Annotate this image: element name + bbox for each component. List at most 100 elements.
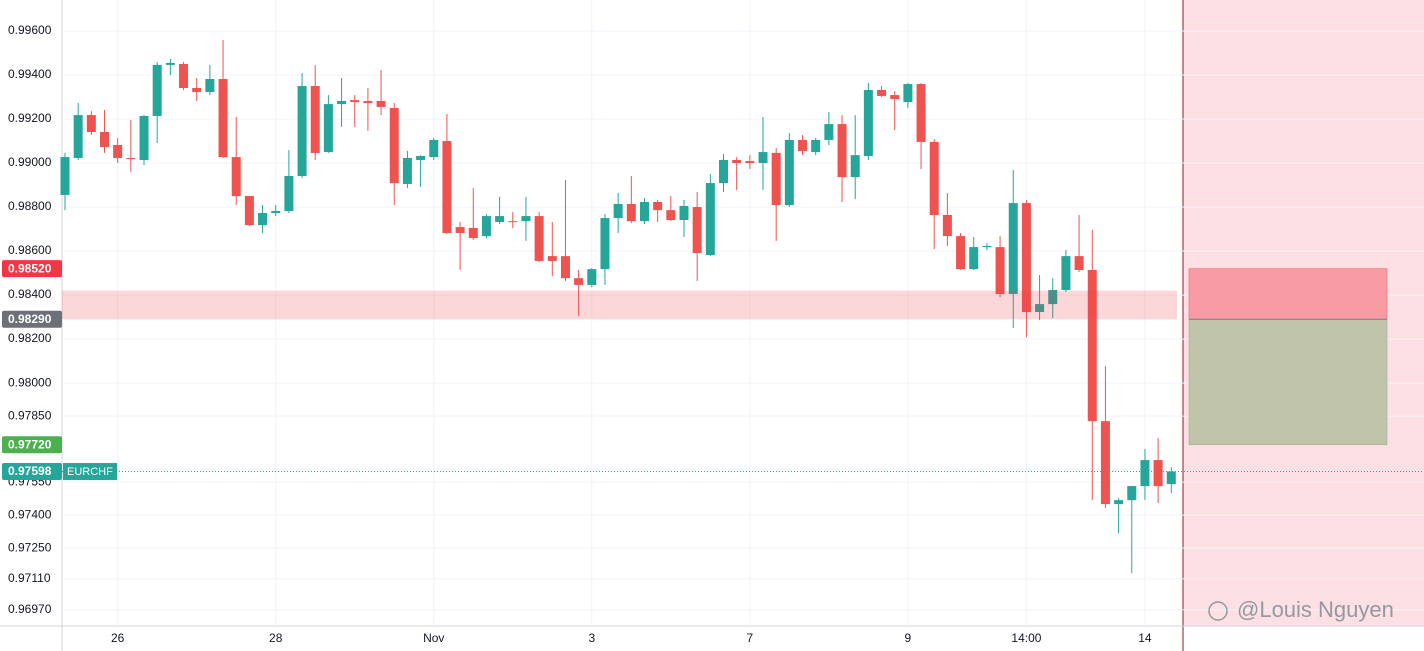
candle-body — [692, 207, 702, 254]
candle-body — [929, 141, 939, 215]
candle-body — [890, 95, 900, 100]
y-tick-label: 0.99400 — [8, 67, 52, 81]
candle-body — [534, 216, 544, 261]
candle-body — [942, 214, 952, 237]
candle-body — [982, 245, 992, 248]
stop-area — [1188, 268, 1388, 320]
candle-body — [350, 100, 360, 103]
grid: 0.99600 0.99400 0.99200 0.99000 0.98800 0.986… — [8, 0, 1424, 645]
watermark-icon — [1208, 601, 1228, 621]
entry-tag-box — [2, 310, 62, 328]
candle-body — [310, 86, 320, 153]
candle-body — [86, 115, 96, 133]
candle-body — [705, 183, 715, 256]
candle-body — [495, 216, 505, 223]
y-tick-label: 0.98200 — [8, 331, 52, 345]
y-tick-label: 0.97250 — [8, 540, 52, 554]
candle-body — [666, 210, 676, 221]
candle-body — [126, 157, 136, 160]
candle-body — [402, 157, 412, 184]
candle-body — [613, 203, 623, 219]
zone — [62, 290, 1177, 320]
x-tick-label: Nov — [423, 631, 444, 645]
candle-body — [521, 216, 531, 222]
symbol-label: EURCHF — [67, 466, 113, 478]
x-tick-label: 14 — [1138, 631, 1152, 645]
y-tick-label: 0.99200 — [8, 111, 52, 125]
candle-body — [1140, 460, 1150, 487]
candle-body — [508, 221, 518, 223]
candle-body — [995, 247, 1005, 294]
stop-tag-box — [2, 260, 62, 278]
x-tick-label: 7 — [746, 631, 753, 645]
entry-tag-label: 0.98290 — [8, 312, 52, 326]
y-tick-label: 0.98600 — [8, 243, 52, 257]
candle-body — [798, 139, 808, 151]
watermark-text: @Louis Nguyen — [1237, 597, 1394, 622]
candle-body — [337, 100, 347, 105]
candle-body — [152, 64, 162, 116]
candle-body — [389, 108, 399, 184]
x-tick-label: 26 — [111, 631, 125, 645]
target-tag-label: 0.97720 — [8, 437, 52, 451]
candle-body — [547, 256, 557, 261]
candle-body — [323, 104, 333, 153]
candle-body — [429, 139, 439, 158]
candle-body — [719, 159, 728, 184]
symbol-box — [63, 463, 117, 481]
candle-body — [956, 236, 966, 270]
candle-body — [850, 155, 860, 178]
last-price-tag-box — [2, 463, 62, 481]
candles — [60, 40, 1176, 574]
candle-body — [271, 211, 281, 213]
candle-body — [732, 159, 742, 164]
candle-body — [1127, 486, 1137, 501]
candle-body — [837, 124, 847, 178]
candle-body — [1048, 290, 1058, 305]
candle-body — [1087, 269, 1097, 422]
candle-body — [244, 196, 254, 226]
candle-body — [587, 269, 597, 285]
candle-body — [1153, 460, 1163, 487]
y-tick-label: 0.98800 — [8, 199, 52, 213]
candle-body — [481, 216, 491, 237]
target-tag-box — [2, 436, 62, 454]
candle-body — [969, 247, 979, 270]
candle-body — [231, 157, 241, 197]
candle-body — [205, 78, 215, 92]
candle-body — [758, 152, 768, 164]
candle-body — [179, 64, 189, 89]
candle-body — [100, 132, 110, 147]
candle-body — [1021, 203, 1031, 313]
candle-body — [824, 124, 834, 140]
y-tick-label: 0.97400 — [8, 507, 52, 521]
x-tick-label: 14:00 — [1011, 631, 1041, 645]
candle-body — [679, 205, 689, 221]
candle-body — [416, 156, 426, 160]
y-tick-label: 0.98400 — [8, 287, 52, 301]
candle-body — [1114, 500, 1124, 505]
candle-body — [60, 157, 70, 195]
overlays: 0.98520 0.98290 0.97720 0.97598 EURCHF — [2, 260, 1424, 481]
candle-body — [771, 152, 781, 206]
candle-body — [165, 62, 175, 65]
candle-body — [1008, 203, 1018, 294]
candle-body — [113, 145, 123, 158]
candle-body — [1074, 256, 1084, 270]
x-tick-label: 3 — [588, 631, 595, 645]
candle-body — [297, 86, 307, 177]
candle-body — [455, 227, 465, 234]
watermark: @Louis Nguyen — [1208, 597, 1394, 622]
candle-body — [1035, 304, 1045, 313]
y-tick-label: 0.96970 — [8, 602, 52, 616]
candle-body — [139, 115, 149, 160]
candle-body — [574, 278, 584, 285]
candle-body — [1166, 471, 1176, 485]
candle-body — [1100, 421, 1110, 505]
candle-body — [903, 84, 913, 103]
candle-body — [442, 141, 452, 234]
x-tick-label: 28 — [269, 631, 283, 645]
candle-body — [745, 161, 755, 164]
candle-body — [192, 88, 202, 92]
